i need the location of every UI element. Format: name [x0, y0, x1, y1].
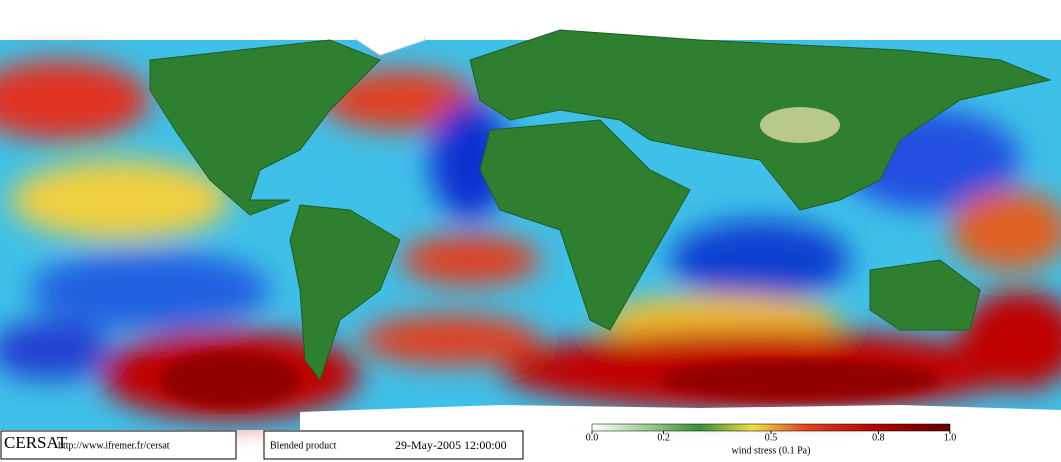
footer: CERSAT http://www.ifremer.fr/cersat Blen…: [0, 423, 951, 460]
colorbar-tick-label: 0.2: [657, 432, 670, 443]
colorbar-tick-label: 1.0: [944, 432, 957, 443]
product: Blended product: [270, 440, 337, 451]
land: [149, 0, 1061, 430]
logo-box: [0, 430, 237, 460]
product-box: [263, 430, 524, 460]
logo: CERSAT: [4, 433, 68, 452]
date: 29-May-2005 12:00:00: [395, 438, 507, 452]
url: http://www.ifremer.fr/cersat: [58, 440, 170, 451]
colorbar-tick-label: 0.0: [586, 432, 599, 443]
colorbar: [591, 423, 951, 432]
colorbar-label: wind stress (0.1 Pa): [732, 445, 811, 456]
colorbar-tick-label: 0.5: [765, 432, 778, 443]
colorbar-tick-label: 0.8: [872, 432, 885, 443]
